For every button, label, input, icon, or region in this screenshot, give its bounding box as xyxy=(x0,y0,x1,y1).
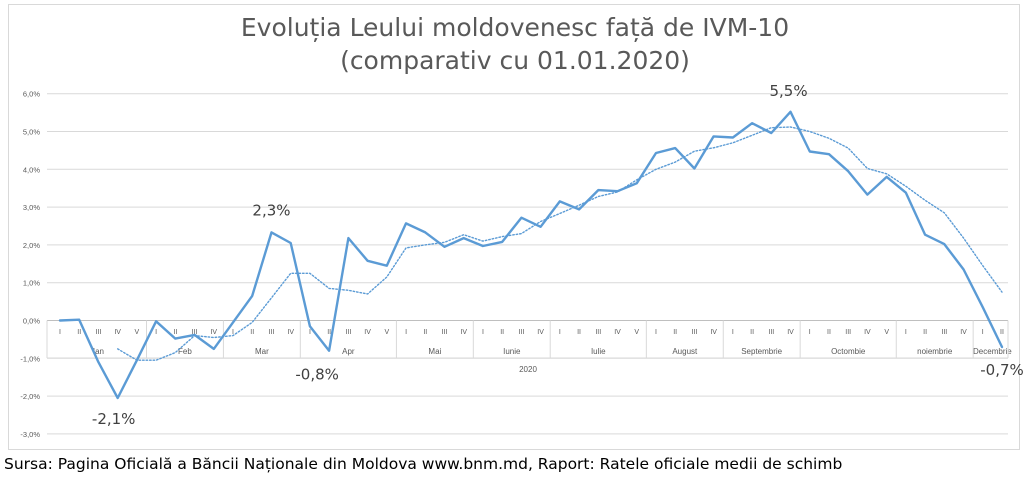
week-tick-label: II xyxy=(77,329,81,336)
week-tick-label: II xyxy=(423,329,427,336)
data-label: 5,5% xyxy=(769,82,807,100)
y-tick-label: 4,0% xyxy=(23,165,40,174)
week-tick-label: IV xyxy=(864,329,871,336)
week-tick-label: III xyxy=(691,329,697,336)
week-tick-label: II xyxy=(1000,329,1004,336)
week-tick-label: I xyxy=(59,329,61,336)
month-label: Decembrie xyxy=(973,347,1012,356)
source-note: Sursa: Pagina Oficială a Băncii Național… xyxy=(4,455,843,473)
week-tick-label: II xyxy=(500,329,504,336)
week-tick-label: V xyxy=(384,329,389,336)
month-label: Feb xyxy=(178,347,192,356)
week-tick-label: II xyxy=(673,329,677,336)
week-tick-label: V xyxy=(634,329,639,336)
week-tick-label: II xyxy=(327,329,331,336)
week-tick-label: I xyxy=(309,329,311,336)
week-tick-label: I xyxy=(732,329,734,336)
week-tick-label: III xyxy=(845,329,851,336)
y-tick-label: -1,0% xyxy=(20,354,40,363)
week-tick-label: II xyxy=(750,329,754,336)
week-tick-label: I xyxy=(155,329,157,336)
week-tick-label: V xyxy=(884,329,889,336)
month-label: Mar xyxy=(255,347,269,356)
week-tick-label: II xyxy=(173,329,177,336)
week-tick-label: IV xyxy=(614,329,621,336)
week-tick-label: IV xyxy=(787,329,794,336)
week-tick-label: III xyxy=(518,329,524,336)
y-tick-label: 6,0% xyxy=(23,90,40,99)
week-tick-label: II xyxy=(827,329,831,336)
ivm-line xyxy=(58,110,1004,400)
week-tick-label: IV xyxy=(364,329,371,336)
week-tick-label: I xyxy=(559,329,561,336)
week-tick-label: IV xyxy=(960,329,967,336)
y-tick-label: 2,0% xyxy=(23,241,40,250)
week-tick-label: II xyxy=(923,329,927,336)
month-label: noiembrie xyxy=(917,347,953,356)
week-tick-label: V xyxy=(135,329,140,336)
month-label: Iunie xyxy=(503,347,521,356)
week-tick-label: III xyxy=(768,329,774,336)
week-tick-label: III xyxy=(442,329,448,336)
week-tick-label: III xyxy=(192,329,198,336)
month-label: August xyxy=(672,347,698,356)
data-label: -0,7% xyxy=(980,361,1023,379)
week-tick-label: I xyxy=(905,329,907,336)
y-tick-label: 0,0% xyxy=(23,317,40,326)
chart-frame xyxy=(8,4,1020,450)
week-tick-label: IV xyxy=(114,329,121,336)
line-chart: Evoluția Leului moldovenesc față de IVM-… xyxy=(20,13,1023,439)
week-tick-label: I xyxy=(809,329,811,336)
month-label: Iulie xyxy=(591,347,606,356)
week-tick-label: IV xyxy=(460,329,467,336)
week-tick-label: I xyxy=(482,329,484,336)
y-tick-label: -3,0% xyxy=(20,430,40,439)
month-label: Ian xyxy=(93,347,104,356)
week-tick-label: III xyxy=(269,329,275,336)
month-label: Apr xyxy=(342,347,355,356)
chart-title: Evoluția Leului moldovenesc față de IVM-… xyxy=(241,13,789,42)
week-tick-label: IV xyxy=(210,329,217,336)
y-tick-label: 5,0% xyxy=(23,128,40,137)
week-tick-label: IV xyxy=(287,329,294,336)
data-label: 2,3% xyxy=(252,201,290,219)
week-tick-label: IV xyxy=(710,329,717,336)
x-axis-title: 2020 xyxy=(519,365,537,374)
y-tick-label: -2,0% xyxy=(20,392,40,401)
chart-subtitle: (comparativ cu 01.01.2020) xyxy=(340,46,690,75)
week-tick-label: III xyxy=(595,329,601,336)
y-tick-label: 1,0% xyxy=(23,279,40,288)
y-tick-label: 3,0% xyxy=(23,203,40,212)
week-tick-label: I xyxy=(405,329,407,336)
week-tick-label: I xyxy=(232,329,234,336)
month-label: Octombie xyxy=(831,347,866,356)
month-label: Mai xyxy=(428,347,441,356)
week-tick-label: III xyxy=(96,329,102,336)
week-tick-label: III xyxy=(345,329,351,336)
week-tick-label: II xyxy=(250,329,254,336)
week-tick-label: IV xyxy=(537,329,544,336)
month-label: Septembrie xyxy=(741,347,782,356)
week-tick-label: III xyxy=(941,329,947,336)
week-tick-label: I xyxy=(982,329,984,336)
week-tick-label: I xyxy=(655,329,657,336)
data-label: -0,8% xyxy=(295,366,339,384)
data-label: -2,1% xyxy=(92,410,136,428)
week-tick-label: II xyxy=(577,329,581,336)
trend-line xyxy=(116,126,1003,361)
